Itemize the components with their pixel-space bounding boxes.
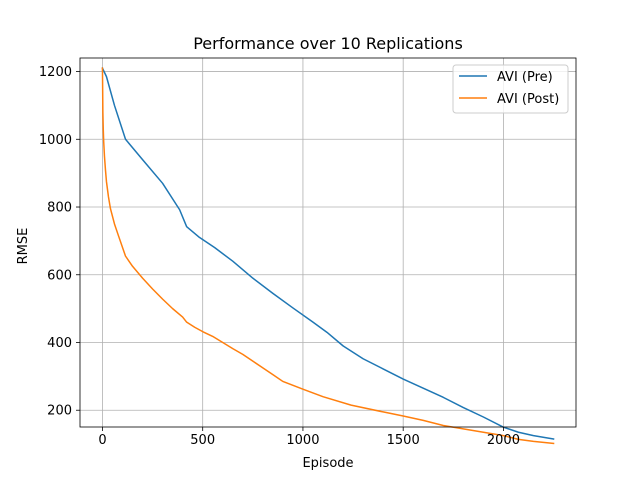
y-tick-label: 600 bbox=[47, 268, 72, 283]
legend-label-post: AVI (Post) bbox=[497, 92, 559, 107]
legend-box bbox=[452, 64, 569, 114]
y-tick-label: 1000 bbox=[39, 133, 72, 148]
legend-label-pre: AVI (Pre) bbox=[497, 70, 553, 85]
x-tick-label: 1500 bbox=[387, 433, 420, 448]
y-axis-ticks: 200 400 600 800 1000 1200 bbox=[39, 65, 80, 419]
x-tick-label: 2000 bbox=[487, 433, 520, 448]
plot-area bbox=[101, 67, 555, 445]
x-tick-label: 1000 bbox=[286, 433, 319, 448]
chart-title: Performance over 10 Replications bbox=[193, 34, 463, 53]
y-tick-label: 800 bbox=[47, 201, 72, 216]
x-tick-label: 0 bbox=[98, 433, 106, 448]
series-line-pre bbox=[101, 67, 555, 440]
y-axis-label: RMSE bbox=[16, 228, 31, 265]
y-tick-label: 200 bbox=[47, 404, 72, 419]
x-axis-label: Episode bbox=[302, 456, 353, 471]
y-tick-label: 400 bbox=[47, 336, 72, 351]
legend: AVI (Pre) AVI (Post) bbox=[452, 64, 569, 114]
axes-frame bbox=[79, 57, 577, 428]
x-axis-ticks: 0 500 1000 1500 2000 bbox=[98, 427, 520, 448]
x-tick-label: 500 bbox=[190, 433, 215, 448]
series-line-post bbox=[101, 67, 555, 445]
y-tick-label: 1200 bbox=[39, 65, 72, 80]
